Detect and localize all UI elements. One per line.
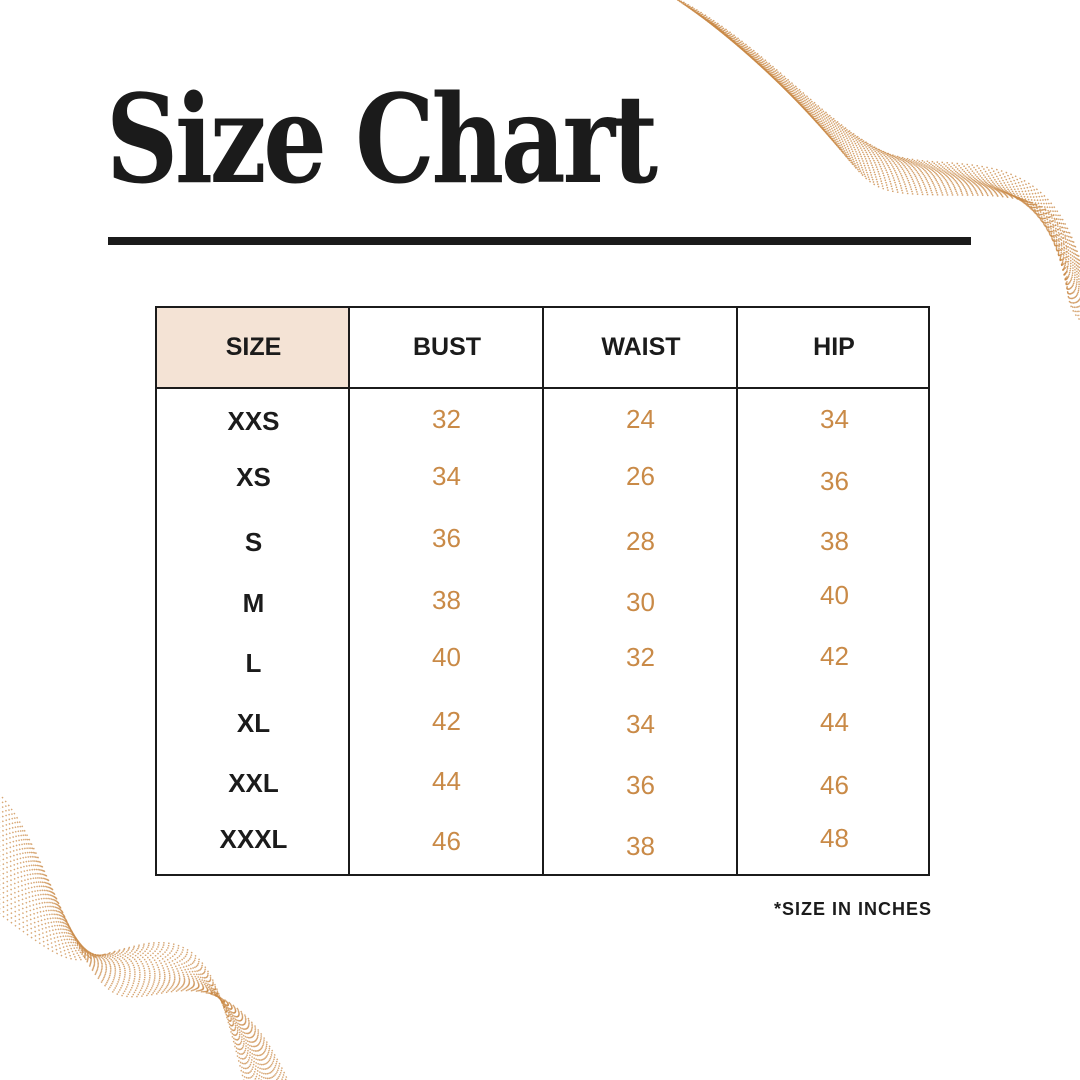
size-cell: M xyxy=(242,588,265,618)
wave-line xyxy=(676,0,1080,266)
hip-cell: 42 xyxy=(820,641,849,671)
size-cell: S xyxy=(244,527,263,557)
waist-cell: 36 xyxy=(626,770,655,800)
header-size: SIZE xyxy=(157,308,350,389)
wave-line xyxy=(0,836,273,1080)
wave-line xyxy=(0,893,252,1080)
wave-line xyxy=(0,846,269,1080)
hip-cell: 38 xyxy=(820,526,849,556)
wave-line xyxy=(0,794,289,1080)
column-divider xyxy=(348,308,350,874)
wave-line xyxy=(712,23,1080,319)
header-bust: BUST xyxy=(350,308,544,389)
bust-cell: 46 xyxy=(432,826,461,856)
bust-cell: 38 xyxy=(432,585,461,615)
waist-cell: 30 xyxy=(626,587,655,617)
wave-line xyxy=(0,808,284,1080)
waist-cell: 28 xyxy=(626,526,655,556)
bust-cell: 40 xyxy=(432,642,461,672)
wave-line xyxy=(0,851,268,1080)
bust-cell: 44 xyxy=(432,766,461,796)
hip-cell: 40 xyxy=(820,580,849,610)
wave-line xyxy=(0,803,285,1080)
column-divider xyxy=(542,308,544,874)
hip-cell: 46 xyxy=(820,770,849,800)
size-cell: XL xyxy=(236,708,271,738)
wave-line xyxy=(691,8,1080,290)
wave-line xyxy=(0,874,259,1080)
waist-cell: 34 xyxy=(626,709,655,739)
wave-line xyxy=(0,865,262,1080)
bust-cell: 32 xyxy=(432,404,461,434)
wave-line xyxy=(676,0,1080,268)
header-waist: WAIST xyxy=(544,308,738,389)
size-cell: XXXL xyxy=(219,824,288,854)
size-cell: XXS xyxy=(227,406,280,436)
hip-cell: 34 xyxy=(820,404,849,434)
wave-line xyxy=(0,903,248,1080)
hip-cell: 44 xyxy=(820,707,849,737)
wave-line xyxy=(685,5,1080,282)
waist-cell: 26 xyxy=(626,461,655,491)
size-table: SIZE BUST WAIST HIP XXS 32 24 34 XS 34 26 36 S 36… xyxy=(155,306,930,876)
wave-line xyxy=(0,898,250,1080)
bust-cell: 36 xyxy=(432,523,461,553)
waist-cell: 38 xyxy=(626,831,655,861)
wave-line xyxy=(676,0,1080,270)
bust-cell: 42 xyxy=(432,706,461,736)
size-cell: XS xyxy=(236,462,271,492)
wave-line xyxy=(0,884,255,1080)
hip-cell: 48 xyxy=(820,823,849,853)
wave-line xyxy=(707,19,1080,311)
wave-line xyxy=(710,22,1080,316)
wave-line xyxy=(714,24,1080,321)
size-cell: XXL xyxy=(228,768,279,798)
wave-line xyxy=(0,908,247,1080)
wave-line xyxy=(0,798,287,1080)
size-cell: L xyxy=(245,648,262,678)
wave-line xyxy=(682,2,1080,278)
wave-line xyxy=(678,0,1080,273)
wave-line xyxy=(677,0,1080,261)
column-divider xyxy=(736,308,738,874)
wave-line xyxy=(705,18,1080,309)
hip-cell: 36 xyxy=(820,466,849,496)
waist-cell: 24 xyxy=(626,404,655,434)
units-note: *SIZE IN INCHES xyxy=(773,899,932,919)
title-divider xyxy=(108,237,971,245)
page-title: Size Chart xyxy=(106,67,658,211)
header-hip: HIP xyxy=(738,308,930,389)
waist-cell: 32 xyxy=(626,642,655,672)
wave-line xyxy=(0,889,254,1080)
bust-cell: 34 xyxy=(432,461,461,491)
